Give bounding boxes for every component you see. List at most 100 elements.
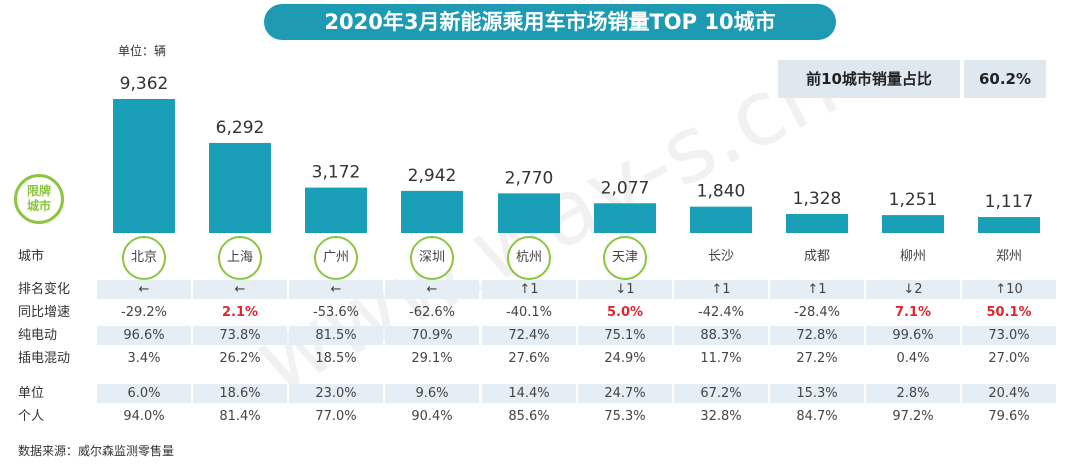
bar-郑州 — [978, 217, 1040, 233]
cell-phev: 27.6% — [508, 351, 550, 366]
cell-bev: 70.9% — [385, 326, 479, 345]
row-org: 单位 6.0% 18.6% 23.0% 9.6% 14.4% 24.7% 67.2% 15.3%… — [0, 384, 1080, 403]
bar-value-label: 2,077 — [601, 178, 650, 198]
cell-phev: 27.2% — [796, 351, 838, 366]
bar-value-label: 2,942 — [408, 166, 457, 186]
cell-org: 6.0% — [97, 384, 191, 403]
row-label-yoy: 同比增速 — [18, 305, 71, 320]
cell-personal: 75.3% — [604, 409, 646, 424]
data-source: 数据来源：威尔森监测零售量 — [18, 444, 175, 458]
cell-yoy: -40.1% — [506, 305, 552, 320]
cell-org: 67.2% — [674, 384, 768, 403]
badge-line1: 限牌 — [26, 184, 51, 198]
cell-city-restricted: 上海 — [218, 236, 262, 280]
cell-phev: 11.7% — [700, 351, 742, 366]
bar-value-label: 9,362 — [120, 74, 169, 94]
restricted-city-badge: 限牌 城市 — [14, 174, 64, 224]
cell-personal: 97.2% — [892, 409, 934, 424]
cell-phev: 0.4% — [896, 351, 930, 366]
cell-yoy: -53.6% — [313, 305, 359, 320]
row-label-rank: 排名变化 — [18, 282, 71, 297]
cell-personal: 90.4% — [411, 409, 453, 424]
bar-value-label: 1,840 — [697, 182, 746, 202]
row-city: 城市 北京 上海 广州 深圳 杭州 天津 长沙 成都 柳州 郑州 — [0, 236, 1080, 280]
cell-personal: 94.0% — [123, 409, 165, 424]
cell-phev: 24.9% — [604, 351, 646, 366]
cell-city-restricted: 杭州 — [507, 236, 551, 280]
cell-bev: 96.6% — [97, 326, 191, 345]
row-personal: 个人 94.0% 81.4% 77.0% 90.4% 85.6% 75.3% 32.8% 84.… — [0, 407, 1080, 426]
top10-share-value: 60.2% — [964, 60, 1046, 98]
cell-bev: 81.5% — [289, 326, 383, 345]
bar-成都 — [786, 213, 848, 233]
cell-yoy: -28.4% — [794, 305, 840, 320]
row-phev: 插电混动 3.4% 26.2% 18.5% 29.1% 27.6% 24.9% 11.7% 27… — [0, 349, 1080, 368]
bar-value-label: 1,328 — [793, 189, 842, 209]
cell-rank: ↑1 — [770, 280, 864, 299]
cell-yoy: -62.6% — [409, 305, 455, 320]
cell-yoy: -29.2% — [121, 305, 167, 320]
bar-北京 — [113, 99, 175, 233]
cell-bev: 88.3% — [674, 326, 768, 345]
cell-rank: ← — [97, 280, 191, 299]
cell-phev: 18.5% — [315, 351, 357, 366]
cell-rank: ← — [193, 280, 287, 299]
row-label-phev: 插电混动 — [18, 351, 71, 366]
bar-上海 — [209, 142, 271, 233]
row-label-bev: 纯电动 — [18, 328, 58, 343]
cell-personal: 84.7% — [796, 409, 838, 424]
cell-bev: 72.8% — [770, 326, 864, 345]
cell-city-restricted: 广州 — [314, 236, 358, 280]
cell-yoy: 50.1% — [986, 305, 1032, 320]
row-bev: 纯电动 96.6% 73.8% 81.5% 70.9% 72.4% 75.1% 88.3% 72… — [0, 326, 1080, 345]
bar-value-label: 1,251 — [889, 190, 938, 210]
cell-rank: ← — [385, 280, 479, 299]
cell-org: 2.8% — [866, 384, 960, 403]
cell-city-restricted: 深圳 — [410, 236, 454, 280]
cell-org: 18.6% — [193, 384, 287, 403]
cell-yoy: 2.1% — [221, 305, 259, 320]
bar-value-label: 6,292 — [216, 118, 265, 138]
cell-bev: 73.0% — [962, 326, 1056, 345]
cell-bev: 73.8% — [193, 326, 287, 345]
cell-city: 柳州 — [899, 249, 926, 264]
cell-org: 24.7% — [578, 384, 672, 403]
bar-杭州 — [498, 193, 560, 233]
cell-org: 20.4% — [962, 384, 1056, 403]
cell-city: 郑州 — [995, 249, 1022, 264]
cell-phev: 26.2% — [219, 351, 261, 366]
row-label-city: 城市 — [18, 249, 45, 264]
cell-rank: ← — [289, 280, 383, 299]
cell-yoy: 5.0% — [606, 305, 644, 320]
cell-personal: 77.0% — [315, 409, 357, 424]
top10-share-box: 前10城市销量占比 60.2% — [778, 60, 1046, 98]
cell-org: 23.0% — [289, 384, 383, 403]
bar-value-label: 2,770 — [505, 168, 554, 188]
cell-personal: 32.8% — [700, 409, 742, 424]
bar-深圳 — [401, 190, 463, 233]
cell-rank: ↓2 — [866, 280, 960, 299]
cell-personal: 81.4% — [219, 409, 261, 424]
top10-share-label: 前10城市销量占比 — [778, 60, 960, 98]
cell-personal: 79.6% — [988, 409, 1030, 424]
cell-rank: ↓1 — [578, 280, 672, 299]
cell-city-restricted: 天津 — [603, 236, 647, 280]
cell-city-restricted: 北京 — [122, 236, 166, 280]
bar-广州 — [305, 187, 367, 233]
row-label-personal: 个人 — [18, 409, 45, 424]
badge-line2: 城市 — [26, 199, 51, 213]
row-rank: 排名变化 ← ← ← ← ↑1 ↓1 ↑1 ↑1 ↓2 ↑10 — [0, 280, 1080, 299]
cell-bev: 99.6% — [866, 326, 960, 345]
cell-bev: 72.4% — [482, 326, 576, 345]
bar-value-label: 1,117 — [985, 192, 1034, 212]
row-label-org: 单位 — [18, 386, 45, 401]
unit-label: 单位：辆 — [118, 44, 167, 58]
cell-city: 长沙 — [707, 249, 734, 264]
cell-org: 14.4% — [482, 384, 576, 403]
row-yoy: 同比增速 -29.2% 2.1% -53.6% -62.6% -40.1% 5.0% -42.… — [0, 303, 1080, 322]
bar-天津 — [594, 203, 656, 233]
bar-长沙 — [690, 206, 752, 233]
cell-yoy: 7.1% — [894, 305, 932, 320]
cell-rank: ↑1 — [482, 280, 576, 299]
